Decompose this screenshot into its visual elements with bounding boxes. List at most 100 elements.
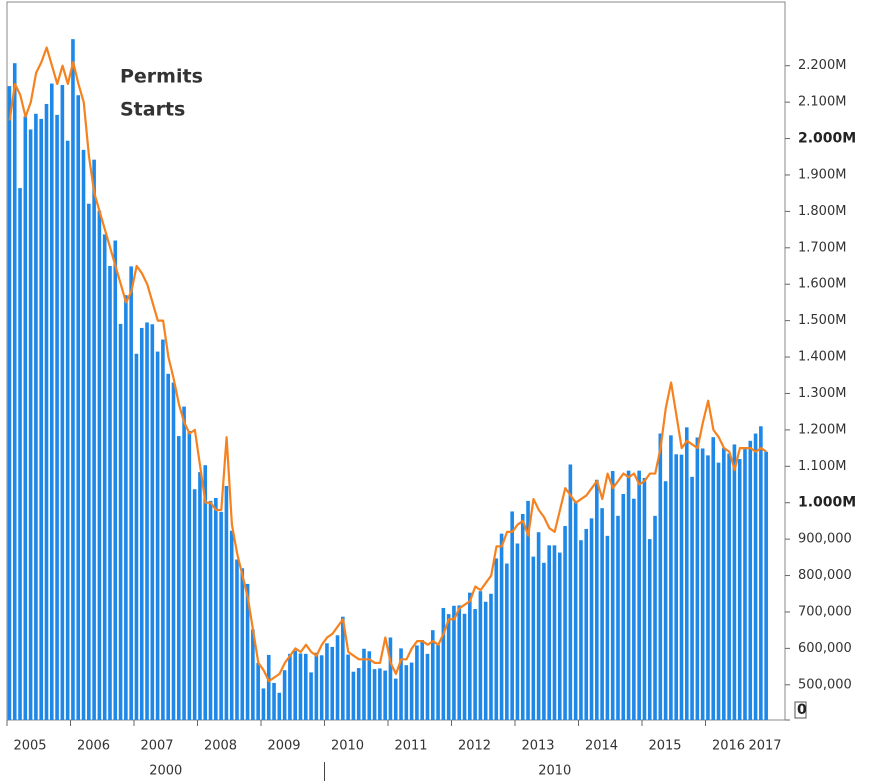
bar xyxy=(690,476,694,720)
bar xyxy=(192,489,197,720)
y-tick-label: 1.800M xyxy=(798,204,846,219)
bar xyxy=(610,471,615,720)
bar xyxy=(700,448,705,720)
bar xyxy=(102,234,107,720)
bar xyxy=(277,692,282,720)
bar xyxy=(663,481,668,720)
bar xyxy=(642,477,647,720)
bar xyxy=(161,339,165,720)
bar xyxy=(711,437,716,720)
bar xyxy=(113,240,118,720)
bar xyxy=(605,535,610,720)
bar xyxy=(674,454,678,720)
bar xyxy=(658,433,663,720)
bar xyxy=(478,591,483,720)
bar xyxy=(483,601,488,720)
bar xyxy=(65,140,70,720)
bar xyxy=(505,563,509,720)
y-tick-label: 700,000 xyxy=(798,604,852,619)
bar xyxy=(441,607,446,720)
bar xyxy=(219,511,223,720)
bar xyxy=(568,464,573,720)
bar xyxy=(224,485,229,720)
bar xyxy=(23,116,28,721)
bar xyxy=(647,539,652,720)
bar xyxy=(748,440,753,720)
bar xyxy=(557,552,562,720)
bar xyxy=(515,543,520,720)
bar xyxy=(44,103,49,721)
bar xyxy=(600,508,604,720)
bar xyxy=(229,530,234,720)
y-tick-label: 1.100M xyxy=(798,459,846,474)
bar xyxy=(653,515,657,720)
y-tick-label: 1.200M xyxy=(798,422,846,437)
y-tick-label: 2.200M xyxy=(798,58,846,73)
bar xyxy=(520,514,525,720)
bar xyxy=(589,518,594,720)
bar xyxy=(679,454,684,720)
y-tick-label: 1.300M xyxy=(798,386,846,401)
y-tick-label: 1.400M xyxy=(798,350,846,365)
bar xyxy=(616,515,620,720)
bar xyxy=(81,149,86,720)
bar xyxy=(573,501,578,720)
bar xyxy=(621,493,626,720)
y-tick-label: 0 xyxy=(797,702,807,718)
x-tick-label: 2007 xyxy=(140,739,173,754)
bar xyxy=(388,637,393,720)
bar xyxy=(446,614,451,720)
bar xyxy=(362,648,366,720)
bar xyxy=(108,266,112,720)
bar xyxy=(584,528,589,720)
y-tick-label: 1.600M xyxy=(798,277,846,292)
bar xyxy=(335,635,340,720)
bar xyxy=(356,668,361,720)
bar xyxy=(240,568,245,720)
bar xyxy=(293,650,297,720)
legend-entry: Permits xyxy=(120,66,203,88)
bar xyxy=(759,426,763,720)
bar xyxy=(595,479,599,720)
bar xyxy=(753,433,758,720)
bar xyxy=(251,629,255,720)
bar xyxy=(76,95,81,721)
bar xyxy=(208,500,213,720)
bar xyxy=(198,472,202,720)
bar xyxy=(499,533,504,720)
bar xyxy=(266,654,271,720)
legend-entry: Starts xyxy=(120,99,185,121)
bar xyxy=(303,653,308,720)
bar xyxy=(420,640,424,720)
x-tick-label: 2005 xyxy=(13,739,46,754)
bar xyxy=(436,644,440,720)
bar xyxy=(309,672,313,720)
bar xyxy=(28,129,33,721)
bar xyxy=(325,643,329,720)
bar xyxy=(298,653,303,720)
bar xyxy=(743,448,747,720)
bar xyxy=(49,83,54,720)
bar xyxy=(462,613,467,720)
x-tick-label: 2008 xyxy=(204,739,237,754)
bar xyxy=(7,86,12,721)
bar xyxy=(494,558,499,720)
zero-box xyxy=(794,701,807,719)
bar xyxy=(579,540,583,720)
x-tick-label: 2012 xyxy=(458,739,491,754)
bar xyxy=(399,648,403,720)
x-tick-label: 2014 xyxy=(585,739,618,754)
bar xyxy=(18,188,22,721)
y-tick-label: 1.900M xyxy=(798,167,846,182)
bar xyxy=(542,562,546,720)
bar xyxy=(706,455,710,720)
y-tick-label: 2.000M xyxy=(798,131,856,147)
bar xyxy=(563,526,567,720)
y-tick-label: 2.100M xyxy=(798,95,846,110)
bar xyxy=(171,382,176,720)
bar xyxy=(409,662,414,720)
bar xyxy=(261,688,266,720)
bar xyxy=(256,662,260,720)
bar xyxy=(473,609,477,720)
bar xyxy=(531,556,536,720)
